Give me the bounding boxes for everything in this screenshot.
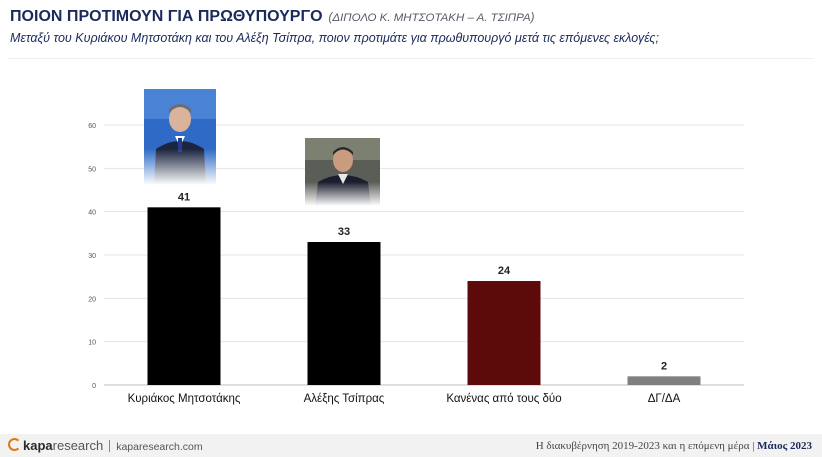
title-subtitle: (ΔΙΠΟΛΟ Κ. ΜΗΤΣΟΤΑΚΗ – Α. ΤΣΙΠΡΑ) — [328, 12, 535, 24]
footer-caption-text: Η διακυβέρνηση 2019-2023 και η επόμενη μ… — [535, 440, 755, 452]
logo-text-kapa: kapa — [23, 438, 53, 453]
bar — [627, 376, 701, 385]
data-label: 41 — [178, 191, 190, 203]
y-tick-label: 50 — [88, 166, 96, 173]
x-category-label: Αλέξης Τσίπρας — [304, 393, 385, 405]
x-category-label: Κανένας από τους δύο — [446, 393, 561, 405]
website-link[interactable]: kaparesearch.com — [116, 441, 203, 453]
photo-hair — [333, 147, 353, 155]
photo-face — [169, 106, 191, 132]
candidate-photo-tsipras — [305, 138, 380, 206]
data-label: 24 — [498, 265, 511, 277]
logo-text-research: research — [52, 438, 104, 453]
y-tick-label: 20 — [88, 296, 96, 303]
logo-divider — [109, 440, 111, 452]
chart-panel: 0 10 20 30 40 50 60 41 Κυριάκος Μητσοτάκης 33 Αλέξ… — [8, 58, 814, 433]
photo-shirt — [338, 174, 348, 184]
footer-bar: kaparesearch kaparesearch.com Η διακυβέρν… — [0, 434, 822, 457]
y-tick-label: 0 — [92, 383, 96, 390]
x-category-label: Κυριάκος Μητσοτάκης — [128, 393, 241, 405]
data-label: 33 — [338, 226, 350, 238]
y-tick-label: 10 — [88, 340, 96, 347]
bar — [147, 207, 221, 385]
photo-fade — [144, 149, 216, 185]
photo-tie — [178, 138, 182, 152]
footer-caption: Η διακυβέρνηση 2019-2023 και η επόμενη μ… — [536, 440, 812, 452]
page-title: ΠΟΙΟΝ ΠΡΟΤΙΜΟΥΝ ΓΙΑ ΠΡΩΘΥΠΟΥΡΓΟ (ΔΙΠΟΛΟ Κ… — [10, 8, 534, 26]
photo-hair — [169, 104, 191, 113]
brand-logo: kaparesearch kaparesearch.com — [8, 438, 203, 453]
bar — [307, 242, 381, 385]
bar-chart: 0 10 20 30 40 50 60 41 Κυριάκος Μητσοτάκης 33 Αλέξ… — [88, 89, 744, 405]
candidate-photo-mitsotakis — [144, 89, 216, 185]
survey-question: Μεταξύ του Κυριάκου Μητσοτάκη και του Αλ… — [10, 31, 659, 45]
title-text: ΠΟΙΟΝ ΠΡΟΤΙΜΟΥΝ ΓΙΑ ΠΡΩΘΥΠΟΥΡΓΟ — [10, 8, 323, 25]
footer-date: Μάιος 2023 — [757, 440, 812, 452]
data-label: 2 — [661, 360, 667, 372]
x-category-label: ΔΓ/ΔΑ — [648, 393, 681, 405]
photo-face — [333, 148, 353, 172]
bar — [467, 281, 541, 385]
y-tick-label: 30 — [88, 253, 96, 260]
photo-fade — [305, 182, 380, 206]
logo-ring-icon — [8, 438, 21, 451]
y-tick-label: 60 — [88, 123, 96, 130]
y-tick-label: 40 — [88, 210, 96, 217]
